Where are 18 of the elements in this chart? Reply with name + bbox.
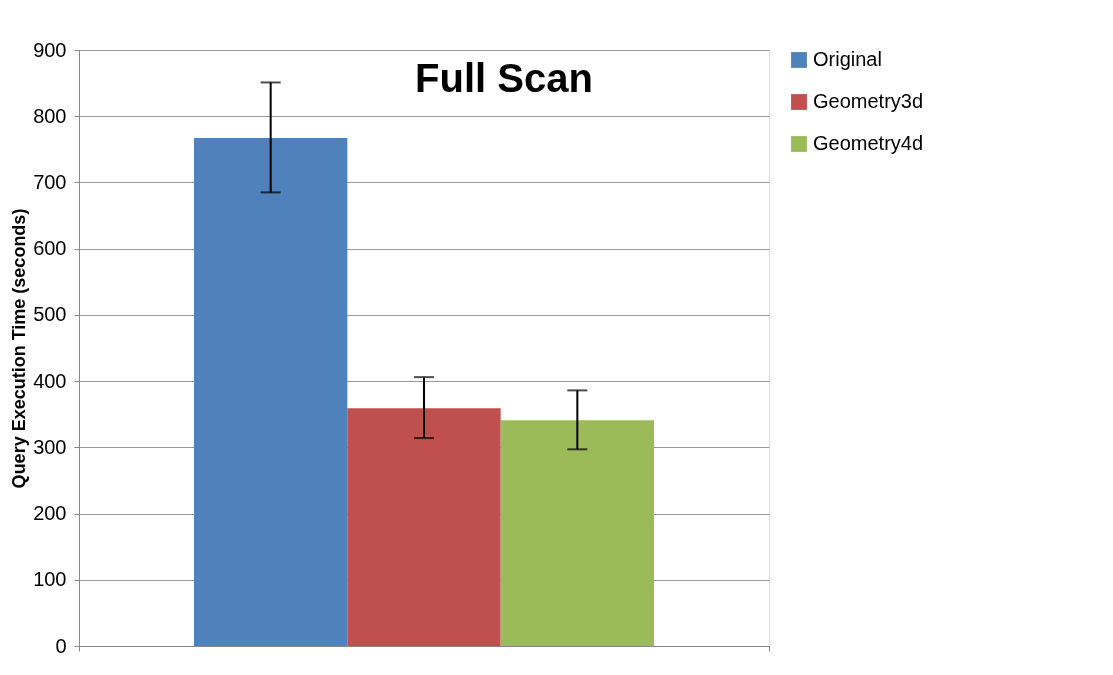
legend-label: Geometry4d [813, 132, 924, 154]
y-tick-label: 400 [33, 369, 67, 392]
chart-title: Full Scan [415, 56, 593, 100]
y-tick-label: 100 [33, 568, 67, 591]
y-tick-label: 500 [33, 303, 67, 326]
legend-label: Geometry3d [813, 90, 924, 112]
y-tick-label: 200 [33, 502, 67, 525]
y-tick-label: 700 [33, 170, 67, 193]
y-tick-label: 0 [55, 634, 67, 657]
bar [500, 420, 654, 646]
legend-label: Original [813, 48, 882, 70]
bar [194, 138, 348, 646]
y-tick-label: 900 [33, 38, 67, 61]
y-tick-label: 300 [33, 435, 67, 458]
y-axis-title: Query Execution Time (seconds) [9, 208, 30, 489]
y-tick-label: 800 [33, 104, 67, 127]
bar [347, 408, 501, 646]
y-tick-label: 600 [33, 237, 67, 260]
